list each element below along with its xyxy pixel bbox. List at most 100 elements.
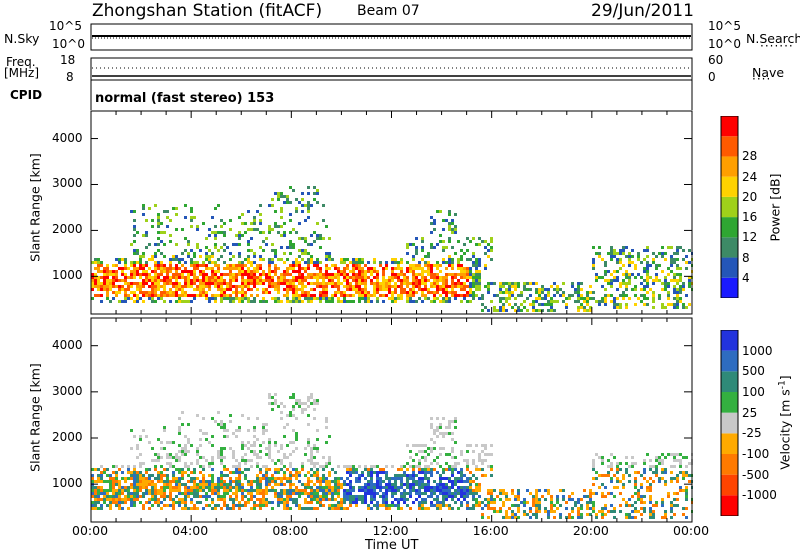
range-cell: [199, 471, 202, 474]
range-cell: [229, 273, 232, 276]
range-cell: [538, 504, 541, 507]
range-cell: [535, 282, 538, 285]
range-cell: [394, 288, 397, 291]
range-cell: [412, 468, 415, 471]
range-cell: [136, 300, 139, 303]
range-cell: [325, 282, 328, 285]
range-cell: [664, 483, 667, 486]
range-cell: [145, 492, 148, 495]
range-cell: [325, 252, 328, 255]
range-cell: [208, 279, 211, 282]
range-cell: [562, 291, 565, 294]
range-cell: [121, 501, 124, 504]
nsky-tick-top: 10^5: [49, 19, 82, 33]
range-cell: [199, 429, 202, 432]
range-cell: [523, 282, 526, 285]
range-cell: [94, 501, 97, 504]
range-cell: [418, 477, 421, 480]
range-cell: [283, 501, 286, 504]
range-cell: [382, 270, 385, 273]
range-cell: [667, 294, 670, 297]
range-cell: [319, 504, 322, 507]
range-cell: [322, 498, 325, 501]
power-panel: [90, 110, 693, 315]
range-cell: [625, 285, 628, 288]
range-cell: [379, 486, 382, 489]
range-cell: [325, 276, 328, 279]
range-cell: [190, 300, 193, 303]
range-cell: [622, 498, 625, 501]
range-cell: [544, 489, 547, 492]
range-cell: [259, 267, 262, 270]
range-cell: [583, 297, 586, 300]
range-cell: [448, 291, 451, 294]
range-cell: [535, 492, 538, 495]
range-cell: [619, 294, 622, 297]
range-cell: [343, 489, 346, 492]
range-cell: [253, 216, 256, 219]
range-cell: [403, 291, 406, 294]
range-cell: [610, 510, 613, 513]
range-cell: [289, 396, 292, 399]
range-cell: [100, 474, 103, 477]
range-cell: [652, 297, 655, 300]
range-cell: [259, 477, 262, 480]
range-cell: [226, 429, 229, 432]
range-cell: [454, 483, 457, 486]
range-cell: [355, 285, 358, 288]
range-cell: [454, 282, 457, 285]
range-cell: [487, 501, 490, 504]
range-cell: [103, 489, 106, 492]
range-cell: [550, 300, 553, 303]
range-cell: [286, 291, 289, 294]
range-cell: [505, 297, 508, 300]
range-cell: [598, 456, 601, 459]
range-cell: [139, 489, 142, 492]
range-cell: [160, 492, 163, 495]
range-cell: [163, 243, 166, 246]
range-cell: [151, 300, 154, 303]
range-cell: [376, 486, 379, 489]
range-cell: [292, 246, 295, 249]
range-cell: [376, 300, 379, 303]
y-tick-label: 1000: [52, 476, 83, 491]
range-cell: [214, 207, 217, 210]
range-cell: [193, 288, 196, 291]
range-cell: [559, 513, 562, 516]
range-cell: [397, 477, 400, 480]
range-cell: [274, 489, 277, 492]
range-cell: [295, 279, 298, 282]
range-cell: [322, 477, 325, 480]
range-cell: [184, 249, 187, 252]
range-cell: [250, 279, 253, 282]
range-cell: [238, 252, 241, 255]
range-cell: [436, 297, 439, 300]
range-cell: [148, 477, 151, 480]
range-cell: [178, 273, 181, 276]
range-cell: [508, 303, 511, 306]
range-cell: [328, 498, 331, 501]
range-cell: [157, 222, 160, 225]
range-cell: [181, 453, 184, 456]
range-cell: [97, 285, 100, 288]
range-cell: [205, 459, 208, 462]
range-cell: [562, 294, 565, 297]
range-cell: [229, 252, 232, 255]
range-cell: [655, 255, 658, 258]
range-cell: [265, 291, 268, 294]
range-cell: [559, 294, 562, 297]
range-cell: [286, 423, 289, 426]
range-cell: [208, 288, 211, 291]
range-cell: [151, 270, 154, 273]
range-cell: [220, 300, 223, 303]
range-cell: [454, 294, 457, 297]
range-cell: [400, 270, 403, 273]
range-cell: [367, 270, 370, 273]
range-cell: [229, 483, 232, 486]
range-cell: [670, 516, 673, 519]
range-cell: [580, 306, 583, 309]
range-cell: [454, 228, 457, 231]
range-cell: [325, 288, 328, 291]
range-cell: [247, 300, 250, 303]
range-cell: [259, 246, 262, 249]
